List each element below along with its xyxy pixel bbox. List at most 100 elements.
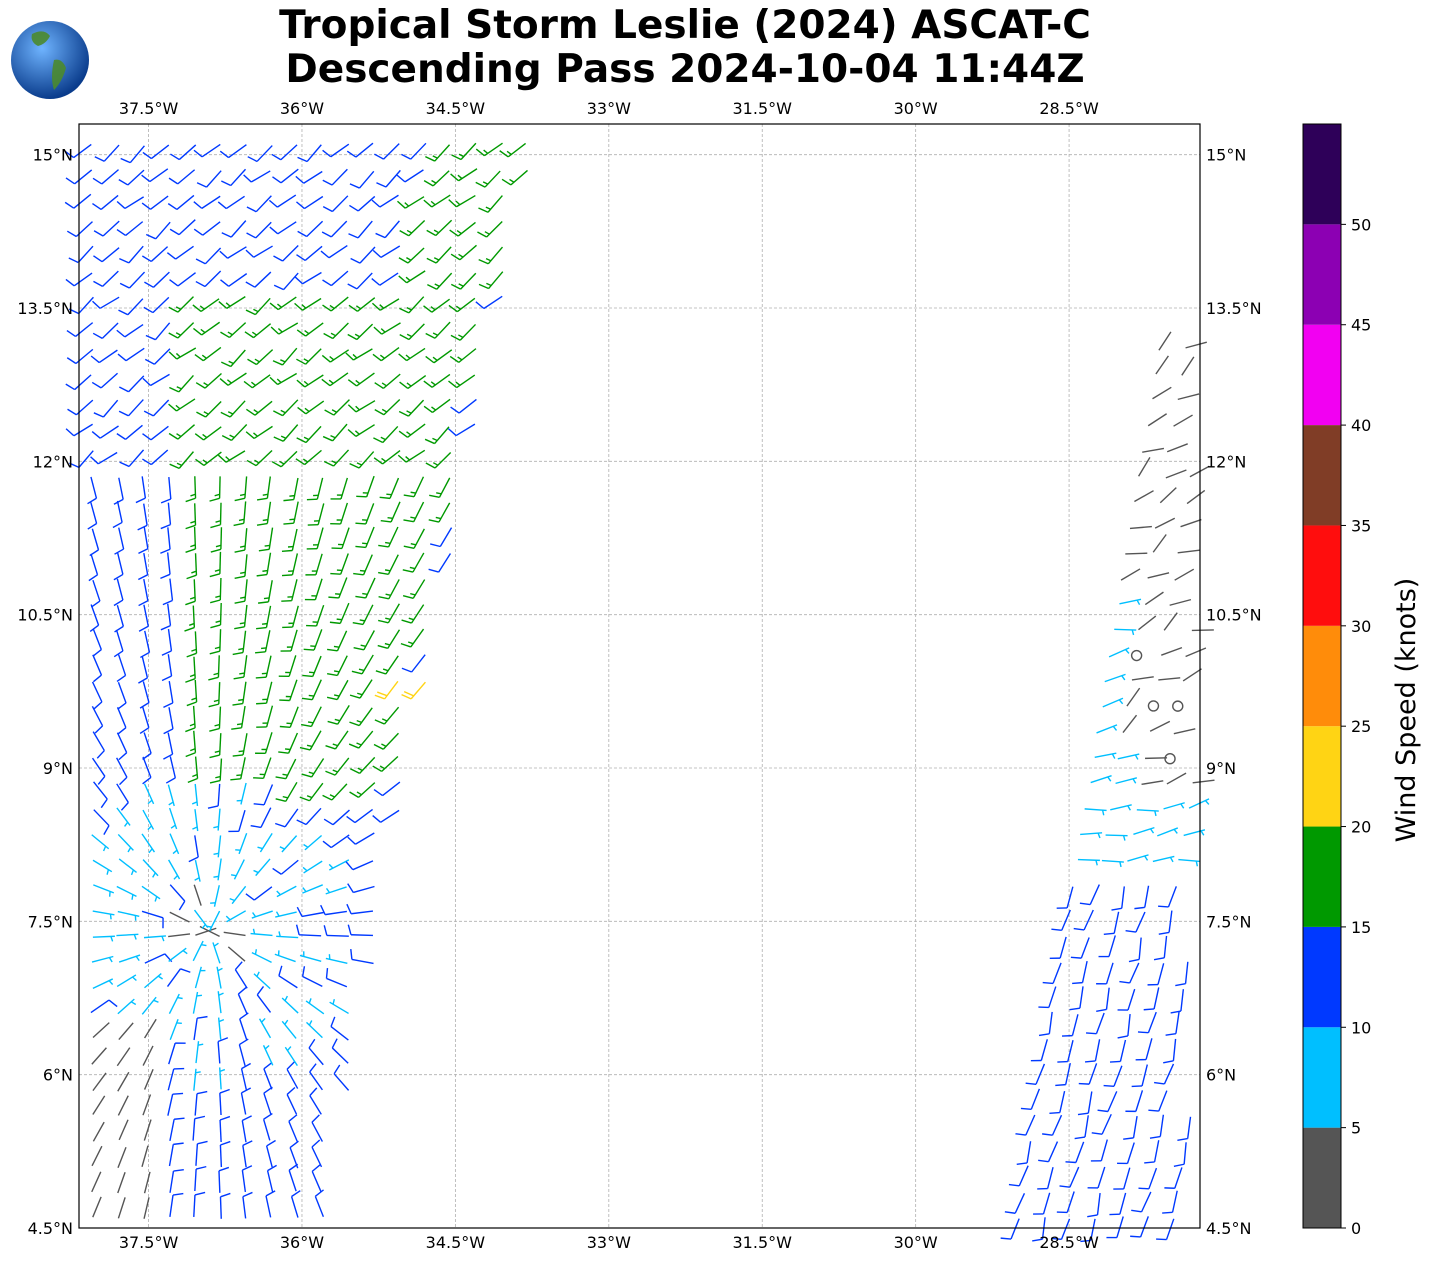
wind-barb — [245, 886, 273, 901]
wind-barb — [195, 451, 222, 466]
wind-barb — [193, 909, 209, 930]
wind-barb — [142, 1045, 154, 1066]
wind-barb — [1166, 772, 1187, 785]
wind-barb — [1185, 647, 1207, 658]
wind-barb — [188, 835, 199, 863]
wind-barb — [1138, 615, 1157, 631]
wind-barb — [210, 602, 222, 629]
wind-barb — [281, 553, 299, 577]
wind-barb — [305, 553, 323, 576]
wind-barb — [253, 858, 271, 877]
wind-barb — [478, 195, 503, 213]
wind-barb — [195, 372, 222, 389]
wind-barb — [1147, 413, 1168, 427]
wind-barb — [69, 450, 94, 469]
wind-barb — [143, 296, 170, 314]
wind-barb — [1055, 1062, 1071, 1087]
wind-barb — [234, 554, 248, 580]
wind-barb — [1191, 629, 1214, 632]
wind-barb — [1016, 1141, 1032, 1166]
wind-barb — [295, 449, 322, 466]
wind-barb — [93, 220, 120, 237]
wind-barb — [1131, 1064, 1148, 1088]
wind-barb — [236, 782, 247, 805]
wind-barb — [1161, 646, 1183, 656]
wind-barb — [225, 910, 247, 923]
colorbar-tick-label: 25 — [1351, 717, 1371, 736]
wind-barb — [1186, 489, 1206, 505]
wind-barb — [307, 503, 325, 526]
wind-barb — [119, 271, 146, 289]
wind-barb — [1008, 1165, 1029, 1187]
wind-barb — [166, 245, 194, 260]
wind-barb — [116, 732, 128, 761]
wind-barb — [1135, 1038, 1153, 1061]
wind-barb — [91, 757, 106, 785]
wind-barb — [1163, 802, 1185, 810]
wind-barb — [1128, 937, 1142, 963]
wind-barb — [160, 502, 172, 530]
wind-barb — [169, 1117, 185, 1141]
wind-barb — [322, 783, 348, 801]
wind-barb — [333, 1064, 350, 1091]
wind-barb — [296, 322, 324, 337]
wind-barb — [116, 933, 139, 940]
wind-barb — [397, 449, 426, 463]
wind-barb — [187, 756, 199, 784]
wind-barb — [450, 168, 478, 182]
title-line-1: Tropical Storm Leslie (2024) ASCAT-C — [279, 3, 1091, 48]
wind-barb — [90, 579, 101, 608]
wind-barb — [311, 1114, 324, 1142]
wind-barb — [426, 246, 452, 264]
wind-barb — [378, 526, 399, 548]
wind-barb — [346, 142, 374, 158]
wind-barb — [117, 1172, 126, 1194]
wind-barb — [349, 195, 376, 212]
colorbar-tick-label: 30 — [1351, 617, 1371, 636]
wind-barb — [399, 296, 425, 314]
wind-barb — [400, 628, 425, 648]
wind-barb — [185, 476, 197, 503]
wind-barb — [282, 605, 299, 629]
wind-barb — [350, 246, 376, 264]
wind-barb — [210, 527, 223, 553]
colorbar-segment — [1303, 224, 1341, 325]
wind-barb — [90, 451, 118, 465]
wind-barb — [281, 579, 298, 602]
wind-barb — [324, 399, 350, 416]
wind-barb — [348, 730, 374, 749]
wind-barb — [347, 372, 375, 387]
wind-barb — [347, 400, 376, 413]
wind-barb — [142, 449, 169, 466]
wind-barb — [306, 604, 325, 627]
lat-tick-label-right: 10.5°N — [1206, 606, 1262, 625]
wind-barb — [218, 1166, 230, 1193]
wind-barb — [1142, 447, 1165, 453]
wind-barb — [91, 834, 110, 852]
wind-barb — [374, 143, 400, 160]
wind-barb — [262, 1044, 274, 1066]
wind-barb — [141, 246, 169, 263]
lat-tick-label-left: 13.5°N — [17, 299, 73, 318]
wind-barb — [1117, 1014, 1131, 1039]
wind-barb — [290, 1190, 301, 1218]
wind-barb — [329, 602, 350, 625]
wind-barb — [322, 195, 349, 213]
wind-barb — [1115, 777, 1138, 785]
wind-barb — [323, 925, 349, 937]
wind-barb — [138, 656, 149, 684]
map-frame — [78, 123, 1201, 1229]
wind-barb — [92, 1022, 110, 1038]
wind-barb — [142, 1094, 152, 1116]
wind-barb — [93, 247, 120, 263]
wind-barb — [1114, 628, 1137, 636]
wind-barb — [209, 629, 222, 655]
lon-tick-label-bottom: 36°W — [280, 1233, 324, 1252]
wind-barb — [184, 605, 196, 632]
colorbar-tick-label: 0 — [1351, 1219, 1361, 1238]
wind-barb — [1174, 568, 1195, 581]
wind-barb — [301, 966, 323, 988]
wind-barb — [399, 375, 427, 390]
wind-barb — [1177, 549, 1200, 554]
wind-barb — [1051, 909, 1071, 931]
